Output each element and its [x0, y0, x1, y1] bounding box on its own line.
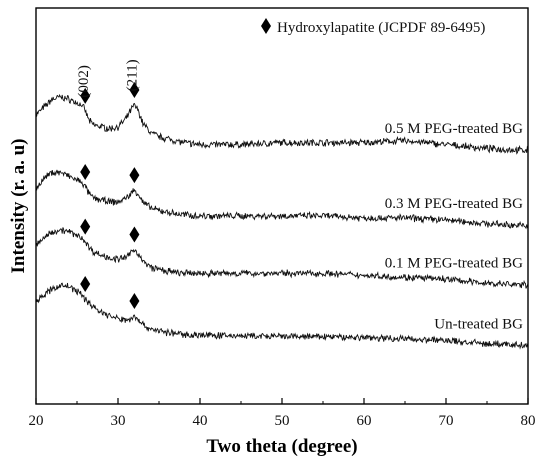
peak-marker-1-1	[80, 87, 91, 104]
peak-marker-2-2	[129, 167, 140, 184]
series-label-3: 0.1 M PEG-treated BG	[385, 256, 523, 272]
series-line-3	[35, 227, 529, 289]
peak-marker-1-2	[129, 81, 140, 98]
y-axis-title: Intensity (r. a. u)	[8, 139, 29, 274]
legend: Hydroxylapatite (JCPDF 89-6495)	[261, 18, 485, 36]
x-tick-label-60: 60	[357, 413, 372, 429]
peak-marker-4-2	[129, 293, 140, 310]
series-label-1: 0.5 M PEG-treated BG	[385, 121, 523, 137]
series-label-4: Un-treated BG	[434, 317, 523, 333]
peak-label-1: (002)	[76, 65, 92, 98]
legend-text: Hydroxylapatite (JCPDF 89-6495)	[277, 20, 485, 36]
series-group	[35, 93, 529, 350]
peak-marker-3-1	[80, 218, 91, 235]
x-axis-title: Two theta (degree)	[206, 436, 357, 457]
peak-marker-4-1	[80, 276, 91, 293]
x-tick-label-50: 50	[275, 413, 290, 429]
x-tick-label-80: 80	[521, 413, 536, 429]
marker-group	[80, 81, 140, 310]
series-line-2	[35, 169, 529, 230]
series-label-2: 0.3 M PEG-treated BG	[385, 196, 523, 212]
peak-label-2: (211)	[124, 59, 140, 91]
x-tick-label-20: 20	[29, 413, 44, 429]
peak-marker-3-2	[129, 226, 140, 243]
tick-group: 20 30 40 50 60 70 80	[29, 398, 536, 429]
series-line-4	[35, 282, 529, 350]
series-line-1	[35, 93, 529, 155]
legend-diamond-marker	[261, 18, 271, 34]
label-group: 0.5 M PEG-treated BG 0.3 M PEG-treated BG…	[76, 59, 523, 332]
x-tick-label-70: 70	[439, 413, 454, 429]
peak-marker-2-1	[80, 163, 91, 180]
x-tick-label-40: 40	[193, 413, 208, 429]
x-tick-label-30: 30	[111, 413, 126, 429]
